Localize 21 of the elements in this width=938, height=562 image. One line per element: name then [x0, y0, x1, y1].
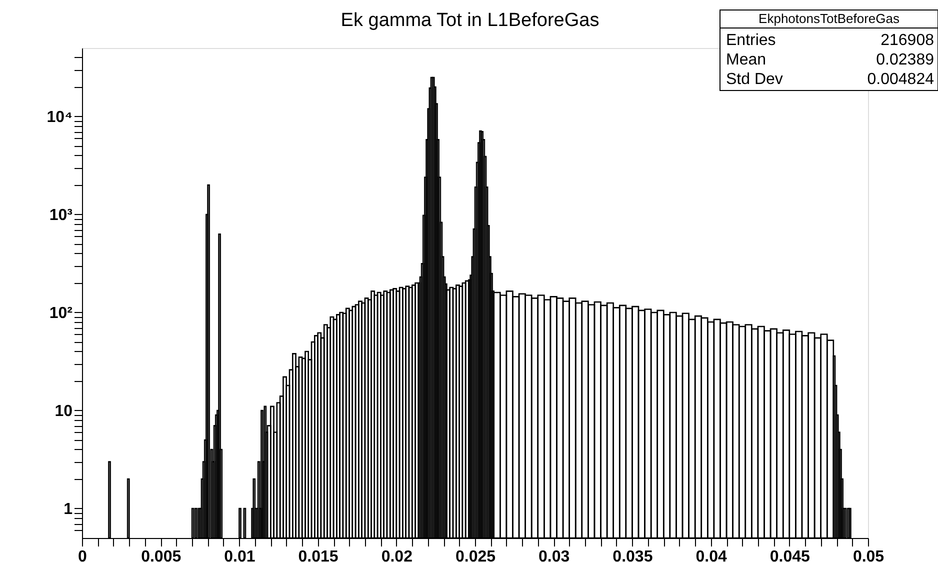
x-tick-label: 0.01: [224, 548, 256, 562]
text: EkphotonsTotBeforeGas: [758, 11, 900, 26]
x-tick-label: 0.015: [298, 548, 338, 562]
x-tick-label: 0.045: [770, 548, 810, 562]
chart-title: Ek gamma Tot in L1BeforeGas: [340, 10, 600, 31]
x-tick-label: 0.025: [455, 548, 496, 562]
x-tick-label: 0.02: [381, 548, 413, 562]
text: Entries 216908: [726, 32, 934, 49]
x-tick-label: 0.04: [696, 548, 727, 562]
x-tick-label: 0.03: [538, 548, 570, 562]
y-tick-label: 10⁴: [46, 109, 73, 126]
x-tick-label: 0.005: [141, 548, 182, 562]
y-tick-label: 10: [54, 403, 73, 420]
y-tick-label: 1: [64, 501, 73, 518]
y-tick-label: 10³: [49, 207, 72, 224]
text: Mean 0.02389: [726, 51, 934, 68]
x-tick-label: 0.05: [852, 548, 884, 562]
y-tick-label: 10²: [49, 305, 72, 322]
x-tick-label: 0.035: [612, 548, 653, 562]
text: Std Dev 0.004824: [726, 70, 934, 88]
x-tick-label: 0: [78, 548, 88, 562]
